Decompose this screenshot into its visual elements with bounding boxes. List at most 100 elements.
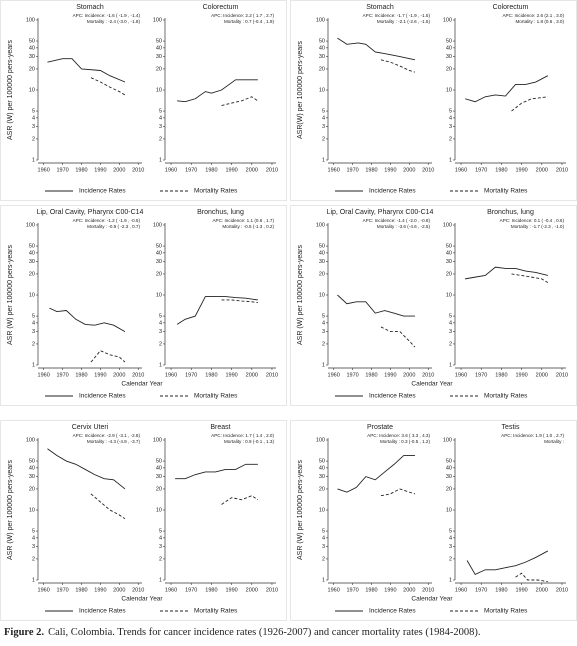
apc-annotation: Mortality : <box>544 439 564 444</box>
y-tick-label: 2 <box>322 556 325 562</box>
y-tick-label: 40 <box>446 45 452 51</box>
y-tick-label: 2 <box>322 341 325 347</box>
x-tick-label: 1990 <box>94 167 106 173</box>
legend-label: Incidence Rates <box>369 393 416 400</box>
legend-label: Mortality Rates <box>194 188 238 195</box>
y-tick-label: 4 <box>322 320 325 326</box>
x-tick-label: 1980 <box>75 587 87 593</box>
y-tick-label: 1 <box>322 362 325 368</box>
incidence-line <box>47 58 126 83</box>
legend-label: Incidence Rates <box>369 608 416 615</box>
y-tick-label: 50 <box>29 244 35 250</box>
y-tick-label: 10 <box>156 87 162 93</box>
y-tick-label: 1 <box>32 362 35 368</box>
x-tick-label: 1970 <box>346 167 358 173</box>
x-tick-label: 1980 <box>205 587 217 593</box>
y-tick-label: 100 <box>443 437 452 443</box>
panel-border <box>0 420 287 621</box>
y-tick-label: 4 <box>32 115 35 121</box>
y-tick-label: 100 <box>153 222 162 228</box>
apc-annotation: Mortality : -0.9 ( -2.3 , 0.7) <box>87 224 140 229</box>
y-tick-label: 100 <box>26 17 35 23</box>
y-tick-label: 1 <box>449 577 452 583</box>
legend-label: Incidence Rates <box>79 608 126 615</box>
x-tick-label: 2000 <box>246 587 258 593</box>
x-tick-label: 1990 <box>384 587 396 593</box>
y-tick-label: 4 <box>322 535 325 541</box>
apc-annotation: Mortality : 1.8 (0.6 , 3.0) <box>515 19 564 24</box>
subplot-title: Prostate <box>367 424 393 431</box>
y-tick-label: 4 <box>159 320 162 326</box>
y-tick-label: 3 <box>322 124 325 130</box>
y-tick-label: 40 <box>319 250 325 256</box>
x-tick-label: 1990 <box>515 372 527 378</box>
x-tick-label: 2010 <box>556 587 568 593</box>
legend-label: Mortality Rates <box>194 608 238 615</box>
y-tick-label: 100 <box>316 222 325 228</box>
apc-annotation: APC: Incidence: -1.4 ( -2.0 , -0.8) <box>363 218 431 223</box>
y-tick-label: 30 <box>446 54 452 60</box>
x-tick-label: 1960 <box>455 587 467 593</box>
x-tick-label: 2000 <box>536 587 548 593</box>
y-tick-label: 30 <box>319 259 325 265</box>
y-tick-label: 50 <box>29 39 35 45</box>
subplot-title: Breast <box>210 424 230 431</box>
x-tick-label: 1980 <box>205 167 217 173</box>
mortality-line <box>221 96 259 106</box>
y-tick-label: 3 <box>449 329 452 335</box>
subplot-title: Lip, Oral Cavity, Pharynx C00-C14 <box>37 209 144 216</box>
y-tick-label: 3 <box>159 544 162 550</box>
y-tick-label: 2 <box>32 136 35 142</box>
y-tick-label: 1 <box>32 157 35 163</box>
x-tick-label: 1970 <box>56 372 68 378</box>
panel-group: ASR (W) per 100000 pers-years Cervix Uter… <box>0 420 287 621</box>
y-tick-label: 4 <box>32 320 35 326</box>
y-tick-label: 30 <box>319 54 325 60</box>
x-tick-label: 2000 <box>403 372 415 378</box>
y-tick-label: 3 <box>32 124 35 130</box>
y-tick-label: 5 <box>449 314 452 320</box>
x-tick-label: 2000 <box>403 167 415 173</box>
y-tick-label: 10 <box>29 292 35 298</box>
mortality-line <box>380 488 416 497</box>
y-tick-label: 3 <box>159 329 162 335</box>
x-tick-label: 1970 <box>475 587 487 593</box>
x-tick-label: 2000 <box>403 587 415 593</box>
x-tick-label: 1960 <box>38 372 50 378</box>
y-tick-label: 10 <box>156 507 162 513</box>
y-tick-label: 30 <box>29 54 35 60</box>
y-tick-label: 4 <box>449 115 452 121</box>
x-tick-label: 1980 <box>75 167 87 173</box>
caption: Figure 2. Cali, Colombia. Trends for canc… <box>4 627 480 638</box>
y-tick-label: 10 <box>319 292 325 298</box>
y-axis-label: ASR (W) per 100000 pers-years <box>297 460 304 560</box>
x-tick-label: 1960 <box>455 167 467 173</box>
y-tick-label: 10 <box>446 292 452 298</box>
y-tick-label: 5 <box>322 314 325 320</box>
mortality-line <box>515 572 548 583</box>
x-tick-label: 2010 <box>422 587 434 593</box>
y-tick-label: 3 <box>322 544 325 550</box>
x-tick-label: 1970 <box>346 587 358 593</box>
y-tick-label: 30 <box>156 259 162 265</box>
y-tick-label: 2 <box>159 556 162 562</box>
legend-label: Mortality Rates <box>194 393 238 400</box>
y-tick-label: 100 <box>316 17 325 23</box>
y-tick-label: 5 <box>159 314 162 320</box>
y-tick-label: 2 <box>449 556 452 562</box>
y-tick-label: 20 <box>156 486 162 492</box>
y-tick-label: 20 <box>319 66 325 72</box>
apc-annotation: APC: Incidence: 2.6 (2.1 , 3.0) <box>502 13 564 18</box>
y-tick-label: 40 <box>156 465 162 471</box>
y-tick-label: 50 <box>319 39 325 45</box>
x-tick-label: 1990 <box>515 167 527 173</box>
mortality-line <box>221 495 259 505</box>
x-tick-label: 1990 <box>94 587 106 593</box>
x-tick-label: 1980 <box>495 372 507 378</box>
y-tick-label: 40 <box>319 465 325 471</box>
x-tick-label: 1960 <box>165 167 177 173</box>
subplot-title: Bronchus, lung <box>197 209 244 216</box>
incidence-line <box>177 79 258 103</box>
x-tick-label: 2010 <box>556 372 568 378</box>
